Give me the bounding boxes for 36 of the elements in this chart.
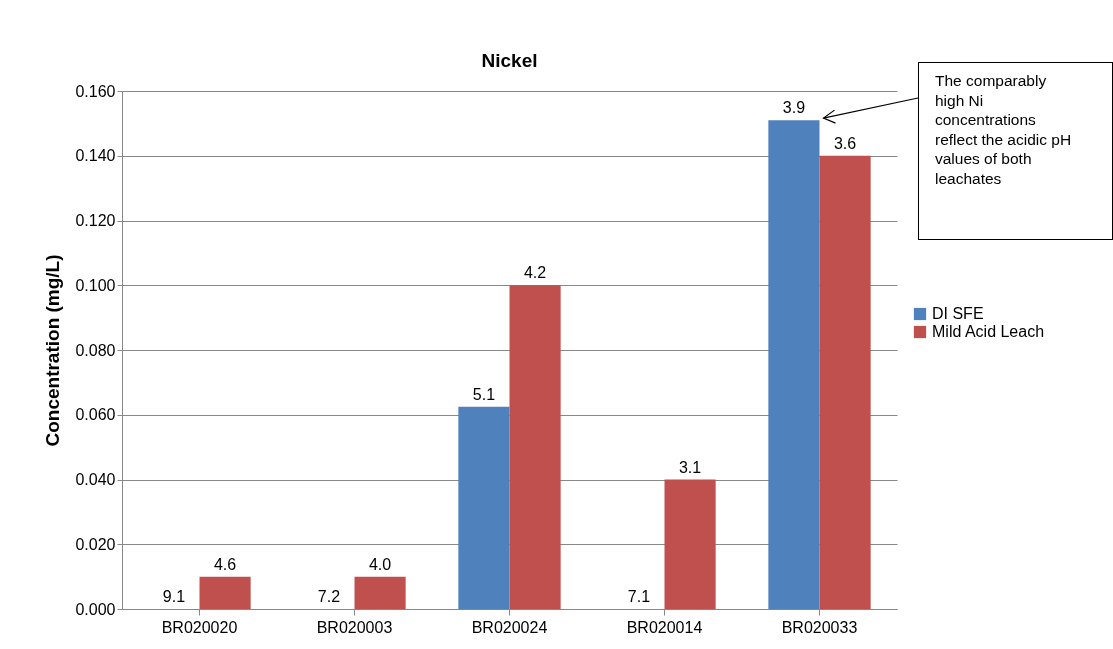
bar [509,285,561,609]
annotation: 3.6 [833,134,857,152]
chart-title: Nickel [481,50,538,71]
y-tick-label: 0.020 [75,535,116,553]
y-tick-label: 0.080 [75,341,116,359]
annotation: 7.1 [627,588,651,605]
bar [458,406,510,609]
annotation: The comparably high Ni concentrations reflect the acidic pH values of both leachates [918,62,1113,240]
bar [354,576,406,609]
legend-label: Mild Acid Leach [932,323,1045,340]
x-tick-label: BR020014 [626,618,703,636]
annotation: 7.2 [317,588,341,605]
x-tick-label: BR020033 [781,618,858,636]
annotation: 4.2 [523,264,547,282]
y-tick-label: 0.120 [75,212,116,229]
bar [819,155,871,609]
annotation: 3.9 [782,99,806,117]
x-tick-label: BR020020 [161,618,238,636]
x-tick-label: BR020024 [471,618,548,636]
y-tick-label: 0.000 [75,600,116,618]
bar [768,120,820,609]
y-tick-label: 0.140 [75,147,116,165]
annotation: 4.6 [213,555,237,573]
bar [199,576,251,609]
y-tick-label: 0.040 [75,471,116,488]
y-tick-label: 0.100 [75,276,116,294]
annotation: 4.0 [368,555,392,573]
y-axis-title: Concentration (mg/L) [42,254,64,447]
legend-label: DI SFE [932,305,984,322]
annotation: 9.1 [162,588,186,605]
annotation: 5.1 [472,385,496,403]
y-tick-label: 0.160 [75,82,116,100]
x-tick-label: BR020003 [316,618,393,636]
y-tick-label: 0.060 [75,406,116,424]
bar [664,479,716,609]
annotation: 3.1 [678,458,702,476]
